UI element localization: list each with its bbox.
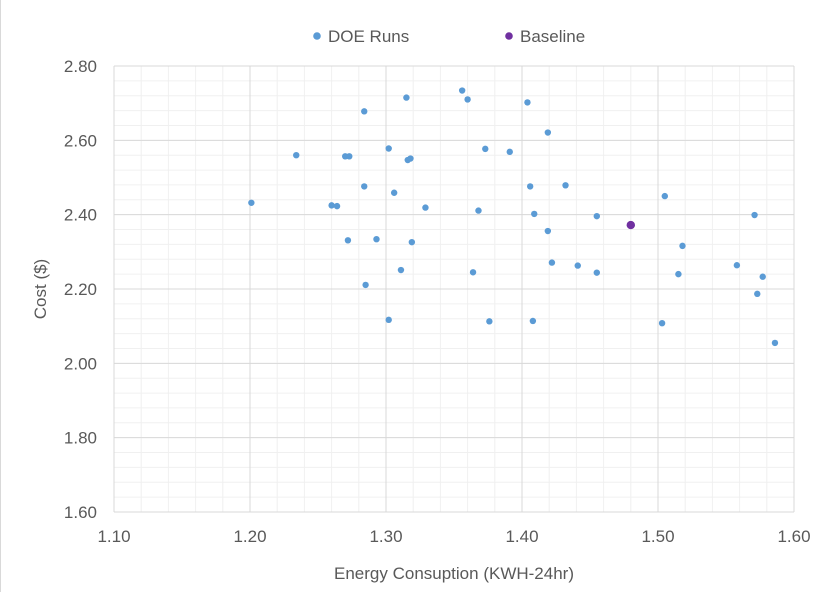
data-point <box>526 183 534 190</box>
data-point <box>362 281 369 289</box>
data-point <box>385 316 392 324</box>
data-point <box>397 266 405 274</box>
data-point <box>593 212 600 220</box>
data-point <box>751 211 758 219</box>
x-tick-label: 1.30 <box>369 527 402 546</box>
data-point <box>562 182 569 189</box>
data-point <box>524 99 531 106</box>
data-point <box>407 155 414 162</box>
y-axis-ticks: 1.60 1.80 2.00 2.20 2.40 2.60 2.80 <box>64 57 97 522</box>
major-gridlines <box>113 65 795 513</box>
data-point <box>771 339 779 347</box>
data-point <box>328 202 335 209</box>
data-point <box>506 148 513 156</box>
data-point <box>333 202 341 210</box>
x-axis-title: Energy Consuption (KWH-24hr) <box>334 564 574 583</box>
data-point <box>385 145 392 152</box>
data-point <box>593 269 600 276</box>
data-point <box>361 108 368 115</box>
legend-marker <box>505 32 513 40</box>
data-point <box>529 317 537 325</box>
x-axis-ticks: 1.10 1.20 1.30 1.40 1.50 1.60 <box>97 527 810 546</box>
data-point <box>458 87 466 94</box>
data-point <box>361 183 368 190</box>
legend: DOE Runs Baseline <box>313 27 585 46</box>
y-tick-label: 2.80 <box>64 57 97 76</box>
x-tick-label: 1.50 <box>641 527 674 546</box>
data-point <box>475 207 482 214</box>
y-tick-label: 2.60 <box>64 131 97 150</box>
data-point <box>661 192 668 200</box>
data-point <box>293 152 300 159</box>
data-point <box>373 235 380 243</box>
data-points <box>248 87 779 347</box>
data-point <box>626 220 635 230</box>
x-tick-label: 1.20 <box>233 527 266 546</box>
data-point <box>403 94 410 101</box>
data-point <box>544 227 552 235</box>
y-tick-label: 2.40 <box>64 206 97 225</box>
data-point <box>574 262 581 269</box>
y-tick-label: 2.20 <box>64 280 97 299</box>
y-axis-title: Cost ($) <box>31 259 50 319</box>
data-point <box>408 238 416 246</box>
y-tick-label: 1.60 <box>64 503 97 522</box>
data-point <box>548 259 556 266</box>
legend-label: DOE Runs <box>328 27 409 46</box>
data-point <box>486 318 493 325</box>
data-point <box>544 129 552 136</box>
data-point <box>658 319 666 327</box>
data-point <box>733 262 741 269</box>
data-point <box>248 199 255 206</box>
y-tick-label: 1.80 <box>64 429 97 448</box>
legend-label: Baseline <box>520 27 585 46</box>
legend-marker <box>313 32 321 40</box>
data-point <box>346 153 353 160</box>
data-point <box>679 242 686 250</box>
x-tick-label: 1.40 <box>505 527 538 546</box>
data-point <box>390 189 398 196</box>
data-point <box>469 269 477 276</box>
data-point <box>531 210 538 218</box>
data-point <box>759 273 766 280</box>
data-point <box>754 290 761 298</box>
data-point <box>344 237 352 244</box>
data-point <box>422 204 429 211</box>
y-tick-label: 2.00 <box>64 354 97 373</box>
data-point <box>482 145 489 153</box>
x-tick-label: 1.10 <box>97 527 130 546</box>
data-point <box>675 270 682 278</box>
data-point <box>464 96 471 103</box>
x-tick-label: 1.60 <box>777 527 810 546</box>
